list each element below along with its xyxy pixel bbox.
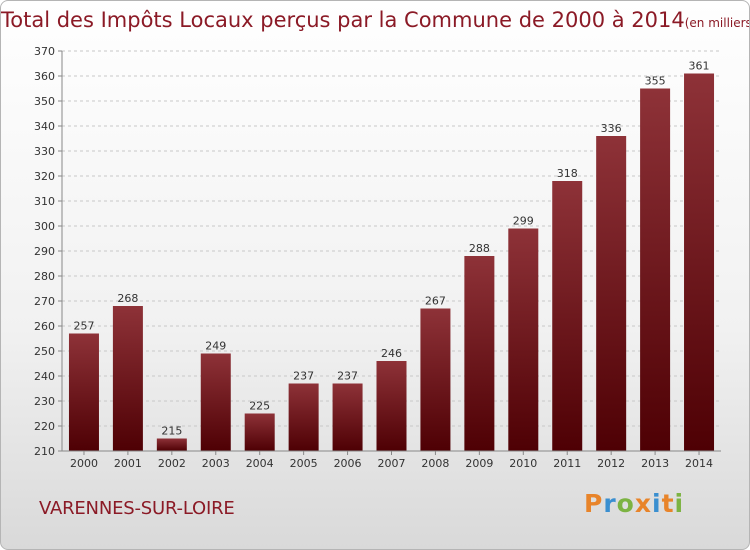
y-tick-label: 290 — [34, 245, 55, 258]
logo-letter: i — [674, 489, 685, 518]
value-label-2007: 246 — [381, 347, 402, 360]
value-label-2009: 288 — [469, 242, 490, 255]
y-tick-label: 330 — [34, 145, 55, 158]
value-label-2010: 299 — [513, 215, 534, 228]
x-tick-label-2001: 2001 — [114, 457, 142, 470]
bars — [68, 73, 715, 451]
logo-letter: i — [652, 489, 662, 518]
grid-lines — [62, 50, 721, 427]
bar-2004 — [244, 413, 275, 451]
bar-2013 — [640, 88, 671, 451]
value-label-2013: 355 — [645, 75, 666, 88]
x-tick-label-2009: 2009 — [465, 457, 493, 470]
value-labels: 257 268 215 249 225 237 237 246 267 288 299 318 336 3… — [73, 60, 709, 438]
y-tick-label: 250 — [34, 345, 55, 358]
bar-2005 — [288, 383, 319, 451]
x-tick-label-2007: 2007 — [378, 457, 406, 470]
bar-2007 — [376, 361, 407, 451]
bar-2009 — [464, 256, 495, 451]
y-tick-label: 280 — [34, 270, 55, 283]
bar-2001 — [112, 306, 143, 451]
commune-name: VARENNES-SUR-LOIRE — [39, 498, 235, 519]
x-tick-label-2014: 2014 — [685, 457, 713, 470]
logo-letter: t — [661, 489, 675, 518]
axes: 210 220 230 240 250 260 270 280 290 300 310 320 330 3… — [34, 45, 721, 470]
bar-2014 — [684, 73, 715, 451]
y-tick-label: 340 — [34, 120, 55, 133]
bar-2003 — [200, 353, 231, 451]
value-label-2003: 249 — [205, 340, 226, 353]
y-tick-label: 210 — [34, 445, 55, 458]
value-label-2006: 237 — [337, 370, 358, 383]
bar-2008 — [420, 308, 451, 451]
y-tick-label: 310 — [34, 195, 55, 208]
y-tick-label: 360 — [34, 70, 55, 83]
value-label-2014: 361 — [689, 60, 710, 73]
value-label-2008: 267 — [425, 295, 446, 308]
x-tick-label-2002: 2002 — [158, 457, 186, 470]
bar-2002 — [156, 438, 187, 451]
value-label-2001: 268 — [117, 292, 138, 305]
title-unit: (en milliers d'€) — [684, 16, 750, 30]
x-tick-label-2012: 2012 — [597, 457, 625, 470]
y-tick-label: 300 — [34, 220, 55, 233]
value-label-2002: 215 — [161, 425, 182, 438]
bar-2010 — [508, 228, 539, 451]
value-label-2004: 225 — [249, 400, 270, 413]
y-tick-label: 240 — [34, 370, 55, 383]
x-tick-label-2013: 2013 — [641, 457, 669, 470]
y-tick-label: 370 — [34, 45, 55, 58]
y-tick-label: 220 — [34, 420, 55, 433]
y-tick-label: 270 — [34, 295, 55, 308]
bar-2006 — [332, 383, 363, 451]
logo-letter: o — [616, 489, 635, 518]
title-text: Total des Impôts Locaux perçus par la Co… — [1, 8, 685, 32]
value-label-2012: 336 — [601, 122, 622, 135]
value-label-2005: 237 — [293, 370, 314, 383]
y-tick-label: 260 — [34, 320, 55, 333]
logo-letter: x — [634, 489, 652, 518]
bar-2000 — [68, 333, 99, 451]
proxiti-logo[interactable]: Proxiti — [584, 489, 684, 518]
logo-letter: P — [584, 489, 604, 518]
x-tick-label-2010: 2010 — [509, 457, 537, 470]
x-tick-label-2003: 2003 — [202, 457, 230, 470]
x-tick-label-2000: 2000 — [70, 457, 98, 470]
x-tick-label-2006: 2006 — [334, 457, 362, 470]
bar-2011 — [552, 181, 583, 451]
x-tick-label-2004: 2004 — [246, 457, 274, 470]
chart-title: Total des Impôts Locaux perçus par la Co… — [1, 8, 750, 32]
value-label-2000: 257 — [73, 320, 94, 333]
y-tick-label: 350 — [34, 95, 55, 108]
x-tick-label-2005: 2005 — [290, 457, 318, 470]
y-tick-label: 230 — [34, 395, 55, 408]
logo-letter: r — [603, 489, 617, 518]
value-label-2011: 318 — [557, 167, 578, 180]
x-tick-label-2008: 2008 — [421, 457, 449, 470]
x-tick-label-2011: 2011 — [553, 457, 581, 470]
y-tick-label: 320 — [34, 170, 55, 183]
bar-2012 — [596, 136, 627, 451]
